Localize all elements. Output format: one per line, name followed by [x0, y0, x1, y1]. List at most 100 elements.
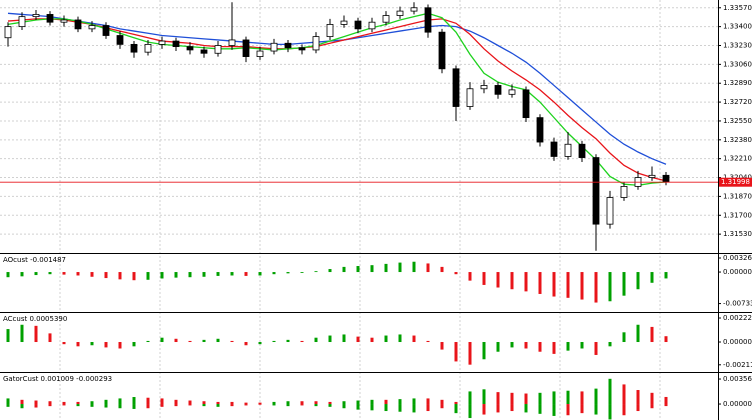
- histogram-bar: [48, 333, 52, 343]
- gator-bar: [664, 404, 668, 407]
- histogram-bar: [664, 336, 668, 343]
- y-tick-label: 1.32210: [723, 155, 752, 163]
- histogram-bar: [272, 272, 276, 275]
- gator-bar: [174, 399, 178, 405]
- gator-bar: [356, 404, 360, 410]
- histogram-bar: [48, 272, 52, 275]
- histogram-bar: [398, 334, 402, 343]
- candle-body: [592, 157, 600, 225]
- histogram-bar: [174, 272, 178, 278]
- candle-body: [662, 174, 670, 183]
- candle-body: [46, 14, 54, 23]
- gator-bar: [34, 404, 38, 408]
- gator-bar: [356, 400, 360, 405]
- candle-body: [578, 143, 586, 158]
- histogram-bar: [90, 272, 94, 277]
- gator-bar: [412, 398, 416, 405]
- histogram-bar: [216, 272, 220, 276]
- gator-bar: [538, 392, 542, 405]
- candle-body: [326, 24, 334, 38]
- candle-body: [32, 14, 40, 18]
- histogram-bar: [62, 272, 66, 275]
- y-tick-label: 1.33230: [723, 41, 752, 49]
- gator-bar: [566, 390, 570, 405]
- gator-bar: [216, 401, 220, 405]
- gator-bar: [552, 404, 556, 416]
- gator-bar: [384, 404, 388, 412]
- histogram-bar: [6, 272, 10, 278]
- histogram-bar: [650, 326, 654, 343]
- candle-body: [438, 31, 446, 70]
- histogram-bar: [230, 272, 234, 276]
- candle-body: [452, 68, 460, 107]
- histogram-bar: [650, 272, 654, 283]
- candle-body: [606, 197, 614, 225]
- gator-bar: [286, 404, 290, 407]
- histogram-bar: [76, 272, 80, 276]
- gator-bar: [510, 404, 514, 412]
- histogram-bar: [524, 272, 528, 292]
- histogram-bar: [230, 340, 234, 343]
- histogram-bar: [482, 342, 486, 360]
- gator-bar: [636, 404, 640, 412]
- candle-body: [60, 19, 68, 23]
- gator-bar: [104, 399, 108, 405]
- gator-bar: [594, 388, 598, 405]
- gator-bar: [146, 397, 150, 405]
- gator-bar: [650, 404, 654, 409]
- histogram-bar: [622, 272, 626, 296]
- histogram-bar: [328, 335, 332, 343]
- gator-bar: [286, 401, 290, 405]
- y-tick-label: 1.32040: [723, 174, 752, 182]
- y-tick-label: 1.31700: [723, 211, 752, 219]
- gator-bar: [202, 401, 206, 405]
- gator-bar: [216, 404, 220, 407]
- gator-bar: [76, 404, 80, 407]
- gator-bar: [622, 404, 626, 416]
- gator-bar: [230, 401, 234, 405]
- histogram-bar: [174, 338, 178, 343]
- gator-bar: [118, 404, 122, 409]
- gator-bar: [496, 404, 500, 413]
- histogram-bar: [454, 342, 458, 362]
- histogram-bar: [398, 262, 402, 273]
- histogram-bar: [146, 340, 150, 343]
- histogram-bar: [258, 342, 262, 345]
- gator-bar: [426, 398, 430, 405]
- gator-bar: [244, 404, 248, 406]
- histogram-bar: [510, 272, 514, 290]
- gator-bar: [552, 391, 556, 405]
- histogram-bar: [132, 272, 136, 281]
- candle-body: [648, 174, 656, 178]
- gator-bar: [104, 404, 108, 408]
- histogram-bar: [412, 335, 416, 343]
- y-tick-label: 1.33060: [723, 60, 752, 68]
- gator-bar: [622, 384, 626, 405]
- histogram-bar: [104, 342, 108, 348]
- candle-body: [620, 186, 628, 198]
- histogram-bar: [440, 342, 444, 350]
- gator-bar: [468, 391, 472, 405]
- y-tick-label: 0.003569: [723, 375, 752, 383]
- histogram-bar: [314, 271, 318, 273]
- y-tick-label: 1.31530: [723, 230, 752, 238]
- candle-body: [242, 39, 250, 57]
- candle-body: [536, 117, 544, 143]
- gator-bar: [76, 401, 80, 405]
- gator-bar: [62, 401, 66, 405]
- gator-bar: [258, 404, 262, 405]
- gator-bar: [132, 404, 136, 409]
- gator-bar: [230, 404, 234, 407]
- gator-bar: [524, 404, 528, 413]
- gator-bar: [566, 404, 570, 416]
- gator-bar: [62, 404, 66, 406]
- alligator-line: [7, 18, 667, 182]
- gator-bar: [34, 400, 38, 405]
- gator-bar: [244, 402, 248, 405]
- gator-bar: [328, 404, 332, 407]
- candle-body: [228, 39, 236, 46]
- y-tick-label: 1.32890: [723, 79, 752, 87]
- candle-body: [564, 143, 572, 157]
- histogram-bar: [594, 272, 598, 303]
